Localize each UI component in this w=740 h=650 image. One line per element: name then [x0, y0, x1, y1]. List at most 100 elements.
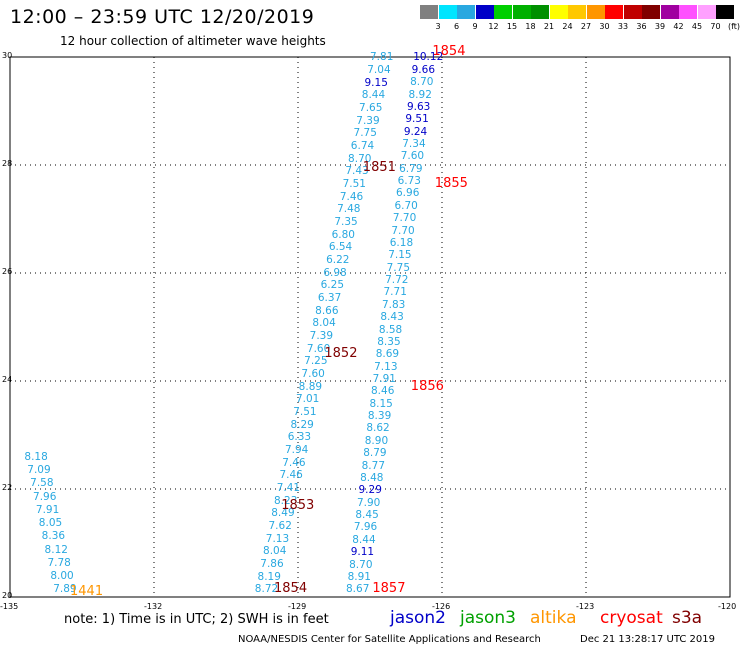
color-scale-swatch — [716, 5, 734, 19]
wave-height-value: 7.94 — [284, 443, 309, 456]
wave-height-value: 7.46 — [339, 190, 364, 203]
wave-height-value: 8.15 — [369, 397, 393, 410]
wave-height-value: 7.58 — [30, 477, 54, 490]
wave-height-value: 8.04 — [263, 545, 287, 558]
pass-number-label: 1854 — [432, 44, 466, 59]
wave-height-value: 7.35 — [334, 216, 358, 229]
wave-height-value: 8.70 — [410, 76, 434, 89]
x-tick-label: -120 — [718, 602, 737, 611]
wave-height-value: 7.81 — [370, 51, 394, 64]
wave-height-value: 6.70 — [394, 199, 418, 212]
wave-height-value: 8.12 — [44, 543, 68, 556]
pass-number-label: 1853 — [281, 497, 315, 513]
wave-height-value: 8.44 — [361, 89, 386, 102]
map-title: 12:00 – 23:59 UTC 12/20/2019 — [10, 6, 315, 28]
color-scale-swatch — [494, 5, 512, 19]
wave-height-value: 7.86 — [260, 557, 284, 570]
y-tick-label: 26 — [2, 267, 13, 276]
wave-height-value: 8.48 — [360, 471, 384, 484]
x-tick-label: -129 — [288, 602, 307, 611]
wave-height-value: 7.48 — [337, 203, 361, 216]
satellite-legend-cryosat: cryosat — [600, 608, 663, 628]
wave-height-value: 8.67 — [346, 583, 370, 596]
units-note: note: 1) Time is in UTC; 2) SWH is in fe… — [64, 612, 329, 627]
color-scale-label: 21 — [543, 22, 555, 31]
wave-height-value: 8.00 — [50, 570, 74, 583]
wave-height-value: 8.29 — [290, 418, 314, 431]
x-tick-label: -132 — [144, 602, 163, 611]
satellite-legend-s3a: s3a — [672, 608, 703, 628]
wave-height-value: 6.79 — [399, 162, 423, 175]
wave-height-value: 6.74 — [350, 140, 375, 153]
wave-height-value: 8.72 — [254, 583, 279, 596]
color-scale-label: 15 — [506, 22, 518, 31]
color-scale-label: 12 — [488, 22, 499, 31]
wave-height-value: 8.66 — [315, 304, 339, 317]
wave-height-value: 6.54 — [328, 241, 353, 254]
wave-height-value: 8.18 — [24, 451, 48, 463]
wave-height-value: 9.15 — [364, 76, 388, 89]
wave-height-value: 7.51 — [342, 178, 366, 191]
wave-height-value: 10.12 — [413, 51, 444, 64]
wave-height-value: 8.70 — [348, 152, 372, 165]
wave-height-value: 7.13 — [374, 360, 398, 373]
wave-height-value: 9.51 — [405, 113, 429, 126]
wave-height-value: 8.43 — [380, 311, 404, 324]
wave-height-value: 8.92 — [408, 88, 432, 101]
color-scale-swatch — [475, 5, 494, 19]
pass-number-label: 1852 — [324, 346, 358, 362]
wave-height-value: 6.96 — [396, 187, 420, 200]
wave-height-value: 7.96 — [353, 521, 378, 534]
wave-height-value: 6.37 — [317, 292, 342, 305]
wave-height-value: 7.15 — [388, 249, 412, 262]
color-scale-swatch — [623, 5, 642, 19]
color-scale-label: 3 — [435, 22, 441, 31]
wave-height-value: 9.66 — [411, 63, 436, 76]
wave-height-value: 7.75 — [353, 127, 377, 140]
wave-height-value: 8.35 — [377, 335, 401, 348]
color-scale-label: 45 — [691, 22, 703, 31]
credit-line: NOAA/NESDIS Center for Satellite Applica… — [238, 634, 541, 645]
wave-height-value: 7.41 — [276, 481, 301, 494]
wave-height-value: 8.90 — [364, 434, 389, 447]
pass-number-label: 1855 — [434, 176, 468, 192]
wave-height-value: 7.04 — [367, 64, 391, 77]
wave-height-value: 8.91 — [347, 570, 371, 583]
wave-height-value: 8.77 — [361, 459, 386, 472]
color-scale-label: 33 — [617, 22, 629, 31]
color-scale-label: 36 — [636, 22, 647, 31]
color-scale-swatch — [568, 5, 586, 19]
wave-height-value: 7.39 — [356, 114, 380, 127]
wave-height-value: 7.13 — [265, 532, 290, 545]
pass-number-label: 1854 — [274, 581, 308, 597]
color-scale-swatch — [457, 5, 475, 19]
wave-height-value: 9.29 — [358, 484, 382, 497]
y-tick-label: 30 — [2, 51, 13, 60]
wave-height-value: 7.90 — [356, 496, 381, 509]
color-scale-label: 39 — [654, 22, 666, 31]
color-scale-swatch — [642, 5, 660, 19]
wave-height-value: 6.18 — [389, 236, 414, 249]
wave-height-value: 8.62 — [366, 422, 390, 435]
color-scale-swatch — [438, 5, 457, 19]
wave-height-value: 8.69 — [375, 348, 400, 361]
wave-height-value: 6.73 — [397, 175, 421, 188]
wave-height-value: 6.22 — [326, 254, 350, 267]
y-tick-label: 22 — [2, 483, 13, 492]
x-tick-label: -123 — [576, 602, 595, 611]
wave-height-value: 8.23 — [274, 494, 298, 507]
x-tick-label: -126 — [432, 602, 451, 611]
wave-height-value: 8.89 — [298, 380, 323, 393]
wave-height-value: 7.71 — [383, 286, 407, 299]
wave-height-value: 7.34 — [402, 137, 426, 150]
wave-height-value: 6.25 — [320, 279, 345, 292]
color-scale-label: 30 — [599, 22, 610, 31]
color-scale-swatch — [531, 5, 549, 19]
wave-height-value: 7.70 — [392, 212, 417, 225]
pass-number-label: 1851 — [362, 160, 396, 176]
wave-height-value: 8.44 — [352, 533, 376, 546]
wave-height-value: 8.46 — [371, 385, 395, 398]
wave-height-value: 7.60 — [306, 342, 331, 355]
color-scale-label: 9 — [472, 22, 478, 31]
wave-height-value: 8.79 — [363, 447, 387, 460]
